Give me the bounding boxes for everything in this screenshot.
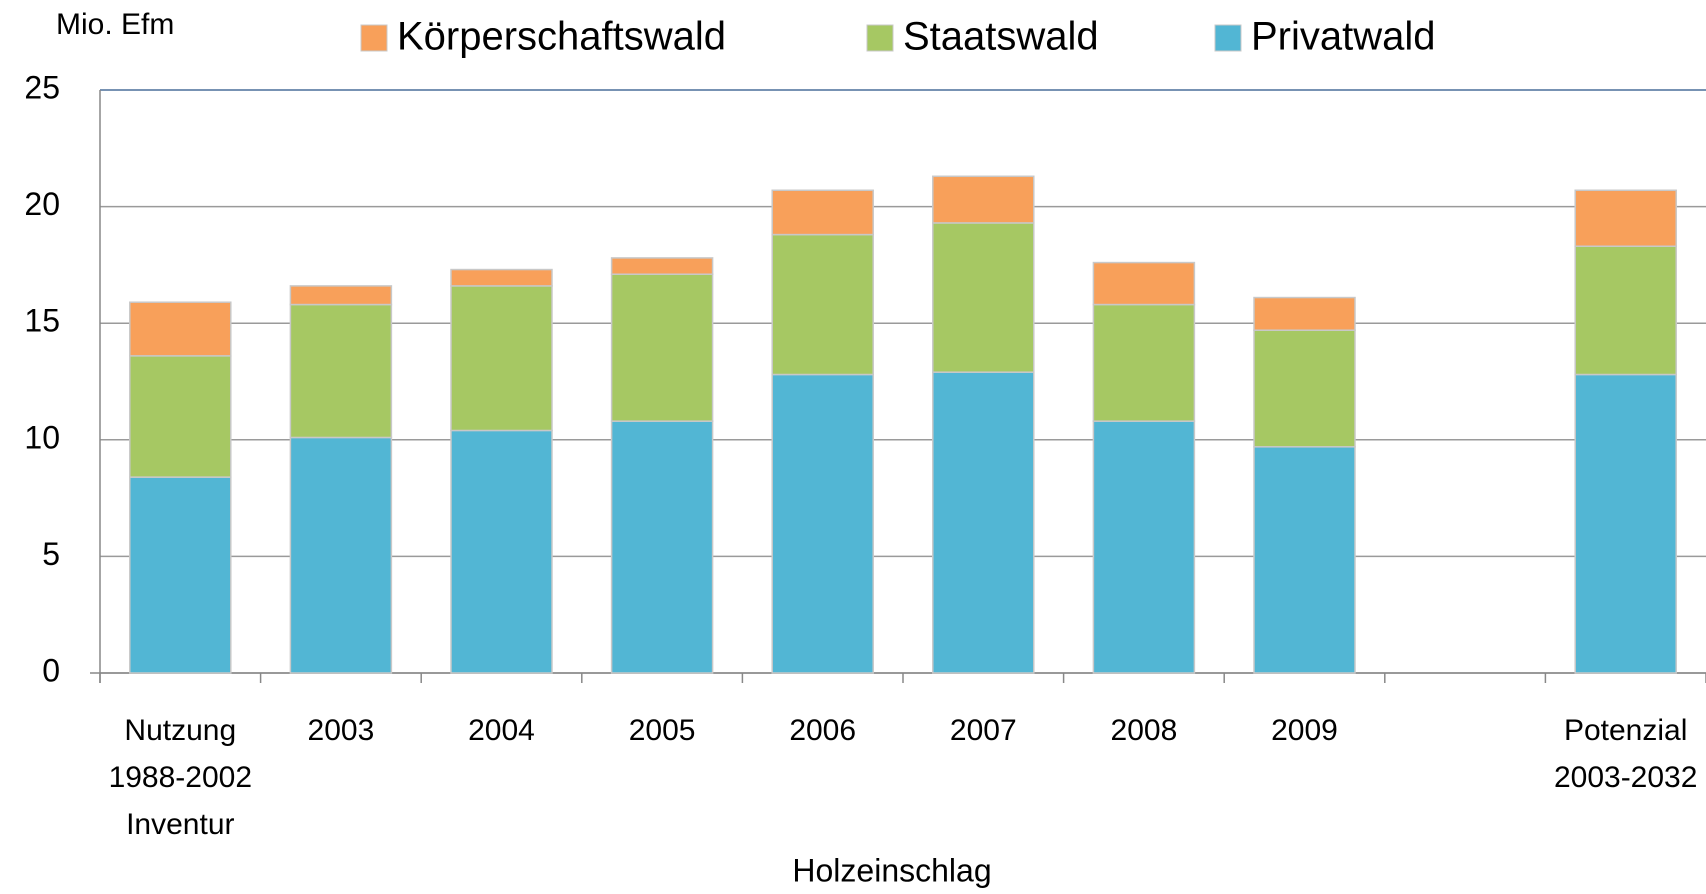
x-tick-label: Nutzung 1988-2002 Inventur [108, 714, 253, 841]
legend-swatch [1214, 24, 1242, 52]
bar-segment [932, 371, 1035, 674]
y-tick-label: 15 [24, 303, 60, 339]
bar-segment [1574, 245, 1677, 376]
bar-segment [771, 189, 874, 236]
x-tick-label: 2006 [789, 714, 857, 747]
bar-segment [1253, 296, 1356, 331]
bar-segment [289, 285, 393, 306]
x-tick-label: 2005 [628, 714, 696, 747]
bar-segment [771, 373, 874, 674]
x-tick-label: 2004 [468, 714, 535, 747]
x-axis-label: Holzeinschlag [792, 852, 991, 888]
legend-swatch [866, 24, 894, 52]
bar-segment [450, 268, 553, 287]
y-tick-label: 20 [24, 186, 60, 222]
bar-segment [450, 429, 553, 674]
x-tick-label: 2009 [1271, 714, 1338, 747]
legend-label: Staatswald [903, 15, 1099, 59]
bar-segment [129, 476, 232, 674]
bar-segment [289, 303, 393, 439]
bar-segment [1574, 189, 1677, 247]
y-tick-label: 0 [42, 652, 60, 688]
legend-swatch [360, 24, 388, 52]
bar-segment [1092, 261, 1196, 306]
x-tick-label: 2008 [1110, 714, 1178, 747]
bar-segment [1092, 303, 1196, 422]
bar-segment [1574, 373, 1677, 674]
x-tick-label: Potenzial 2003-2032 [1553, 714, 1698, 794]
bar-segment [932, 175, 1035, 224]
bar-segment [771, 233, 874, 376]
bar-segment [610, 420, 714, 674]
bar-segment [289, 436, 393, 674]
x-tick-label: 2003 [307, 714, 375, 747]
y-axis-label: Mio. Efm [56, 8, 174, 41]
bar-segment [129, 355, 232, 478]
y-tick-label: 10 [24, 419, 60, 455]
legend-label: Privatwald [1251, 15, 1436, 59]
bar-segment [1253, 329, 1356, 448]
bar-segment [450, 285, 553, 432]
bar-segment [932, 222, 1035, 373]
bar-segment [610, 257, 714, 275]
bar-segment [610, 273, 714, 422]
x-tick-label: 2007 [949, 714, 1017, 747]
bar-segment [1092, 420, 1196, 674]
bar-segment [1253, 446, 1356, 674]
legend-label: Körperschaftswald [397, 15, 726, 59]
bar-segment [129, 301, 232, 357]
y-tick-label: 5 [42, 536, 60, 572]
y-tick-label: 25 [24, 69, 60, 105]
